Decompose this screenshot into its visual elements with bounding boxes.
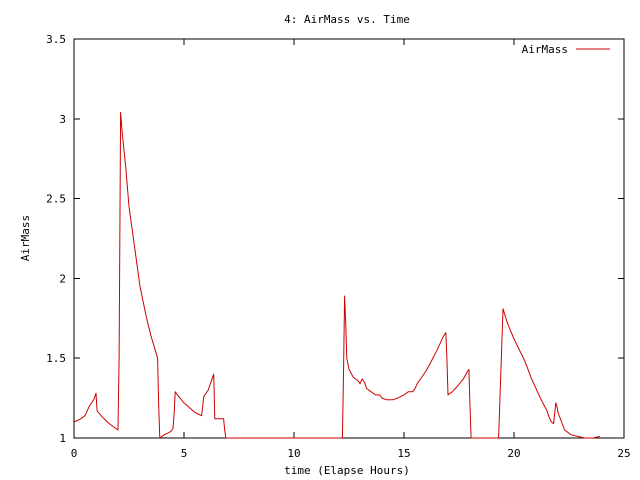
plot-border	[73, 38, 625, 439]
y-tick-label: 2.5	[46, 193, 66, 206]
y-tick-label: 2	[59, 272, 66, 285]
x-tick-label: 15	[397, 447, 410, 460]
series-lines	[73, 111, 600, 439]
series-line-airmass	[73, 111, 600, 439]
chart-title: 4: AirMass vs. Time	[284, 13, 410, 26]
y-tick-label: 1.5	[46, 352, 66, 365]
x-tick-label: 0	[71, 447, 78, 460]
y-axis-title: AirMass	[19, 215, 32, 261]
x-axis-ticks: 0 5 10 15 20 25	[71, 39, 631, 460]
plot-frame	[73, 38, 625, 439]
y-tick-label: 1	[59, 432, 66, 445]
x-tick-label: 20	[507, 447, 520, 460]
x-tick-label: 10	[287, 447, 300, 460]
x-tick-label: 25	[617, 447, 630, 460]
legend-label: AirMass	[522, 43, 568, 56]
x-tick-label: 5	[181, 447, 188, 460]
legend: AirMass	[522, 43, 610, 56]
y-tick-label: 3	[59, 113, 66, 126]
y-tick-label: 3.5	[46, 33, 66, 46]
x-axis-title: time (Elapse Hours)	[284, 464, 410, 477]
y-axis-ticks: 1 1.5 2 2.5 3 3.5	[46, 33, 624, 445]
